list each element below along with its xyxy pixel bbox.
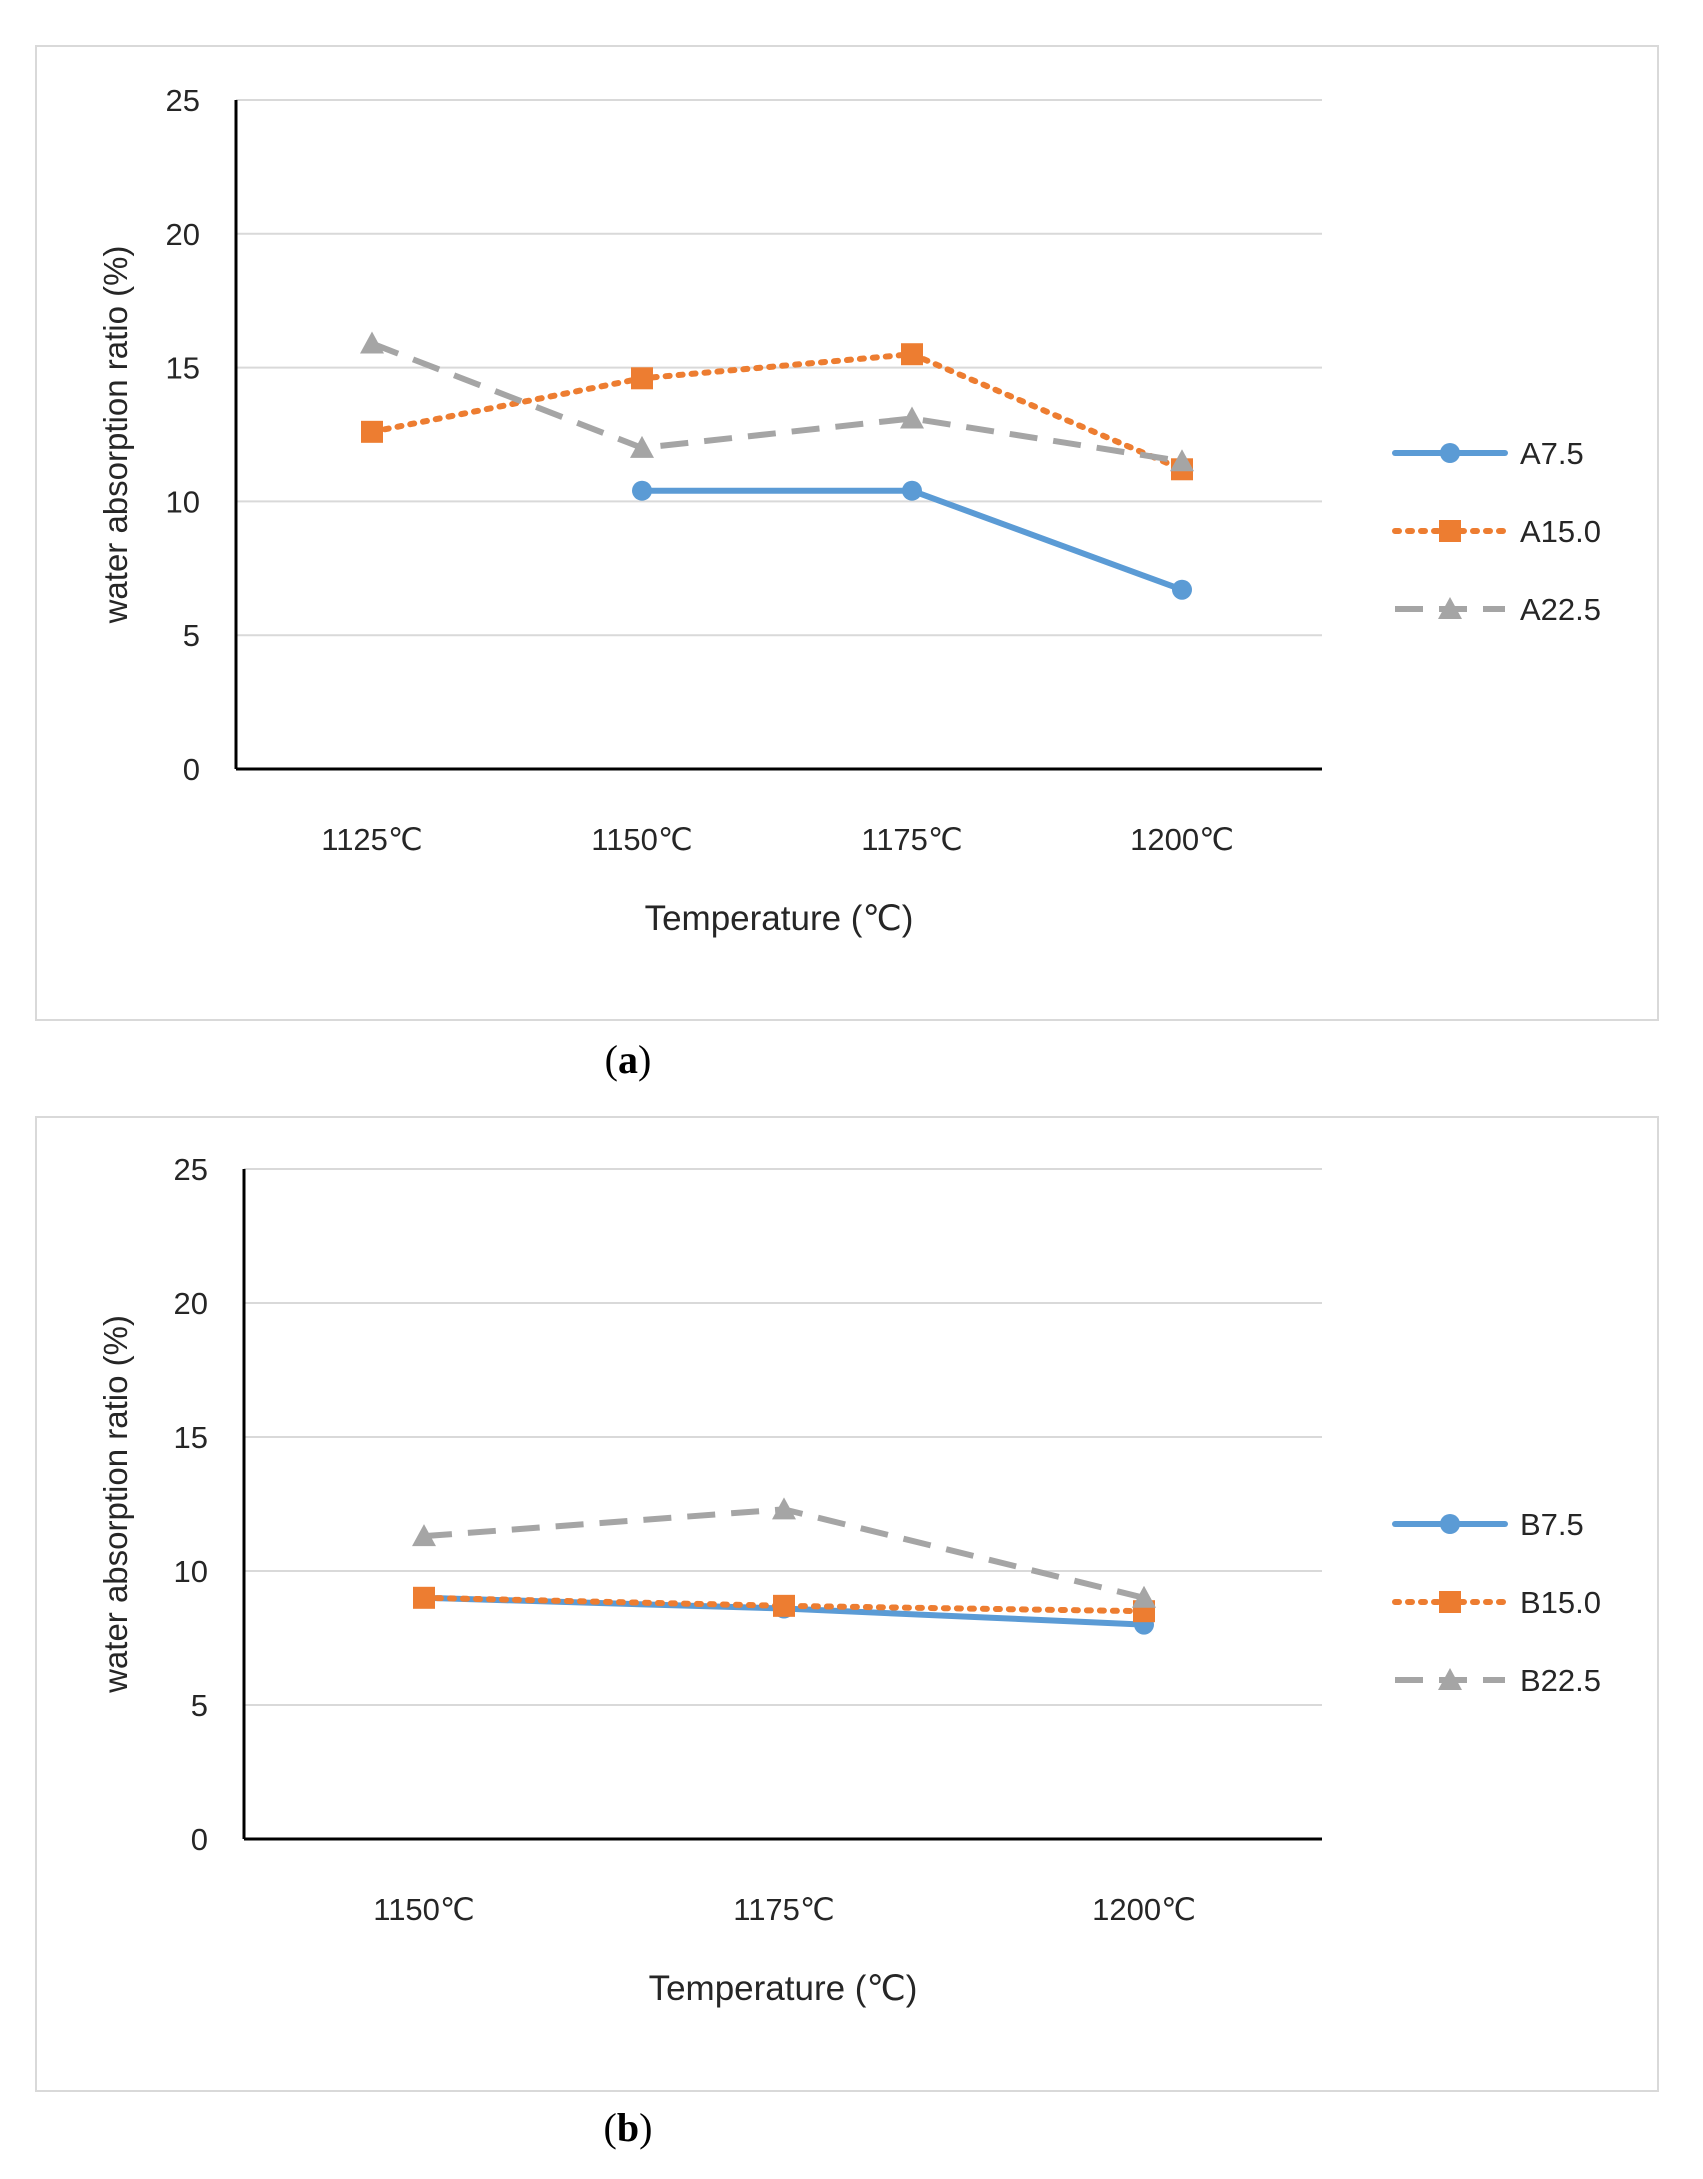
chart-panel-a: 0 5 10 15 20 25 1125℃ 1150℃ 1175℃ 1200℃ water abso… xyxy=(35,45,1659,1082)
data-point-B22.5 xyxy=(412,1524,436,1547)
panel-letter: b xyxy=(617,2105,639,2150)
legend-marker-A22.5 xyxy=(1438,597,1462,619)
legend-label: A7.5 xyxy=(1520,436,1584,471)
panel-letter: a xyxy=(618,1037,638,1082)
y-tick-label: 15 xyxy=(166,351,200,386)
y-tick-label: 5 xyxy=(183,618,200,653)
y-tick-label: 20 xyxy=(174,1286,208,1321)
x-tick-label: 1200℃ xyxy=(1130,822,1234,857)
y-axis-title: water absorption ratio (%) xyxy=(97,1315,134,1694)
legend-label: B15.0 xyxy=(1520,1585,1601,1620)
legend-label: B22.5 xyxy=(1520,1663,1601,1698)
x-axis-title: Temperature (℃) xyxy=(645,899,914,938)
data-point-B15.0 xyxy=(773,1594,795,1617)
y-tick-label: 25 xyxy=(174,1152,208,1187)
y-tick-label: 10 xyxy=(174,1554,208,1589)
data-point-B15.0 xyxy=(413,1586,435,1609)
data-point-A7.5 xyxy=(1172,579,1192,600)
series-line-A15.0 xyxy=(369,351,1185,473)
data-point-A15.0 xyxy=(361,420,383,443)
panel-caption: (a) xyxy=(605,1037,652,1082)
x-tick-label: 1200℃ xyxy=(1092,1892,1196,1927)
y-tick-label: 0 xyxy=(183,752,200,787)
legend-label: A22.5 xyxy=(1520,592,1601,627)
chart-frame xyxy=(35,1116,1659,2092)
y-tick-label: 5 xyxy=(191,1688,208,1723)
legend-marker-A7.5 xyxy=(1440,443,1460,463)
series-line-B15.0 xyxy=(421,1594,1147,1615)
chart-panel-b: 0 5 10 15 20 25 1150℃ 1175℃ 1200℃ water absorptio… xyxy=(35,1116,1659,2150)
data-point-A15.0 xyxy=(901,343,923,366)
x-axis-title: Temperature (℃) xyxy=(649,1969,918,2008)
data-point-B22.5 xyxy=(1132,1585,1156,1608)
x-tick-label: 1150℃ xyxy=(373,1892,474,1927)
legend-marker-B7.5 xyxy=(1440,1514,1460,1534)
data-point-A22.5 xyxy=(900,406,924,429)
chart-frame xyxy=(35,45,1659,1021)
data-point-B22.5 xyxy=(772,1497,796,1520)
series-line-A22.5 xyxy=(370,340,1183,465)
panel-caption: (b) xyxy=(604,2105,653,2150)
legend-marker-A15.0 xyxy=(1439,520,1461,542)
y-tick-label: 10 xyxy=(166,484,200,519)
legend-marker-B22.5 xyxy=(1438,1668,1462,1690)
data-point-A22.5 xyxy=(360,331,384,354)
data-point-A15.0 xyxy=(631,367,653,390)
data-point-A7.5 xyxy=(632,480,652,501)
legend-marker-B15.0 xyxy=(1439,1591,1461,1613)
y-tick-label: 20 xyxy=(166,217,200,252)
y-axis-title: water absorption ratio (%) xyxy=(97,246,134,625)
y-tick-label: 0 xyxy=(191,1822,208,1857)
x-tick-label: 1175℃ xyxy=(861,822,962,857)
y-tick-label: 25 xyxy=(166,83,200,118)
data-point-A7.5 xyxy=(902,480,922,501)
x-tick-label: 1175℃ xyxy=(733,1892,834,1927)
x-tick-label: 1150℃ xyxy=(591,822,692,857)
data-point-A22.5 xyxy=(630,435,654,458)
legend-label: B7.5 xyxy=(1520,1507,1584,1542)
y-tick-label: 15 xyxy=(174,1420,208,1455)
data-point-A22.5 xyxy=(1170,449,1194,472)
x-tick-label: 1125℃ xyxy=(321,822,422,857)
legend-label: A15.0 xyxy=(1520,514,1601,549)
